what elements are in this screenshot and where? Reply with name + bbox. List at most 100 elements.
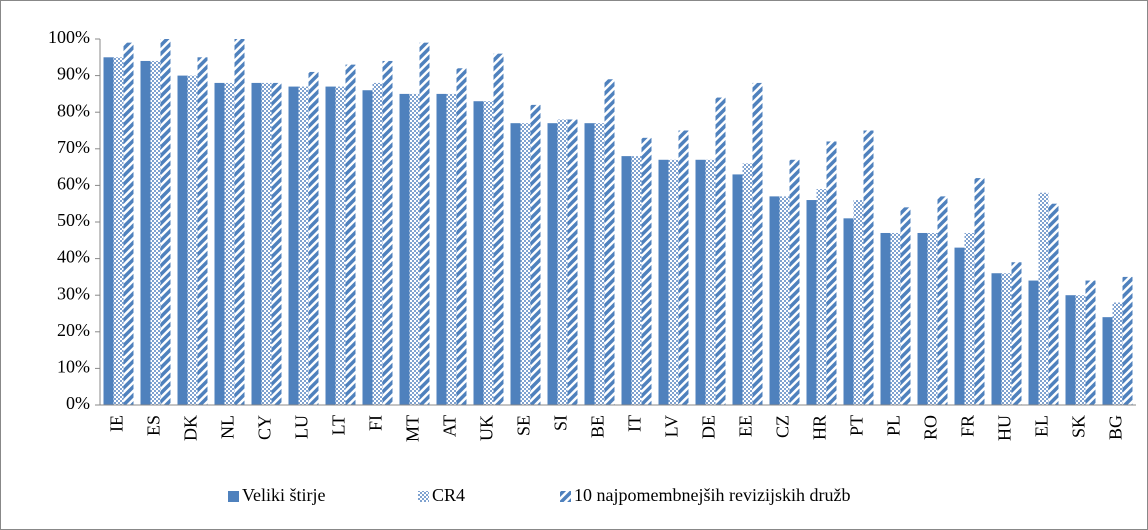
y-tick-label: 80% <box>57 100 90 120</box>
bar <box>308 71 319 405</box>
bar <box>409 93 420 406</box>
bar <box>880 232 891 405</box>
bar <box>473 101 484 405</box>
bar <box>567 119 578 406</box>
bar <box>140 60 151 406</box>
bar <box>557 119 568 406</box>
bar <box>621 156 632 405</box>
y-tick-label: 10% <box>57 357 90 377</box>
bar <box>1038 192 1049 405</box>
bar <box>197 57 208 406</box>
bar <box>382 60 393 406</box>
x-tick-label: CZ <box>773 415 793 438</box>
x-tick-label: FI <box>366 415 386 431</box>
bar <box>974 178 985 405</box>
bar <box>678 130 689 405</box>
y-tick-label: 90% <box>57 64 90 84</box>
bar <box>419 42 430 405</box>
bar <box>150 60 161 406</box>
y-tick-label: 70% <box>57 137 90 157</box>
bar <box>547 123 558 406</box>
bar <box>937 196 948 405</box>
bar <box>779 196 790 405</box>
bar <box>826 141 837 406</box>
bar <box>863 130 874 405</box>
bar <box>890 232 901 405</box>
x-tick-label: SI <box>551 415 571 431</box>
bar <box>234 39 245 405</box>
bar <box>103 57 114 406</box>
x-tick-label: LV <box>662 415 682 437</box>
bar <box>1065 295 1076 405</box>
bar <box>251 82 262 406</box>
bar <box>399 93 410 406</box>
y-tick-label: 100% <box>48 27 90 47</box>
legend-swatch <box>228 491 239 502</box>
bar <box>325 86 336 405</box>
bar <box>816 189 827 405</box>
bar <box>752 82 763 406</box>
x-tick-label: NL <box>218 415 238 439</box>
bar <box>436 93 447 406</box>
y-tick-label: 30% <box>57 283 90 303</box>
x-tick-label: AT <box>440 415 460 437</box>
x-tick-label: RO <box>921 415 941 440</box>
bar <box>742 163 753 405</box>
bar <box>991 273 1002 405</box>
x-tick-label: PL <box>884 415 904 436</box>
x-tick-label: HU <box>995 415 1015 441</box>
bar <box>288 86 299 405</box>
bar <box>271 82 282 406</box>
bar <box>584 123 595 406</box>
bar <box>214 82 225 406</box>
x-tick-label: EL <box>1032 415 1052 437</box>
bar <box>1102 317 1113 405</box>
bar <box>594 123 605 406</box>
bar <box>927 232 938 405</box>
bar <box>362 90 373 406</box>
y-tick-label: 20% <box>57 320 90 340</box>
x-tick-label: ES <box>144 415 164 436</box>
bar <box>187 75 198 405</box>
bar <box>493 53 504 405</box>
bar <box>732 174 743 405</box>
x-tick-label: IT <box>625 415 645 432</box>
bar <box>641 137 652 405</box>
bar <box>530 104 541 405</box>
x-tick-label: PT <box>847 415 867 436</box>
legend-label: CR4 <box>432 485 465 505</box>
y-tick-label: 60% <box>57 174 90 194</box>
bar <box>456 68 467 405</box>
bar <box>900 207 911 405</box>
bar <box>954 247 965 405</box>
bar <box>345 64 356 406</box>
bar <box>964 232 975 405</box>
bar <box>604 79 615 405</box>
legend-swatch <box>560 491 571 502</box>
x-tick-label: DE <box>699 415 719 439</box>
x-tick-label: IE <box>107 415 127 432</box>
x-tick-label: LU <box>292 415 312 439</box>
legend-label: Veliki štirje <box>242 485 326 505</box>
bar <box>298 86 309 405</box>
bar <box>261 82 272 406</box>
bar <box>853 200 864 405</box>
y-tick-label: 50% <box>57 210 90 230</box>
bar <box>695 159 706 405</box>
bar <box>483 101 494 405</box>
bar <box>769 196 780 405</box>
bar <box>1112 302 1123 405</box>
x-tick-label: SE <box>514 415 534 436</box>
x-tick-label: MT <box>403 415 423 442</box>
bar <box>1075 295 1086 405</box>
bar <box>1085 280 1096 405</box>
x-tick-label: DK <box>181 415 201 441</box>
bar <box>668 159 679 405</box>
bar <box>705 159 716 405</box>
bar <box>631 156 642 405</box>
x-tick-label: HR <box>810 415 830 440</box>
x-tick-label: SK <box>1069 415 1089 438</box>
bar <box>224 82 235 406</box>
bar <box>1122 276 1133 405</box>
